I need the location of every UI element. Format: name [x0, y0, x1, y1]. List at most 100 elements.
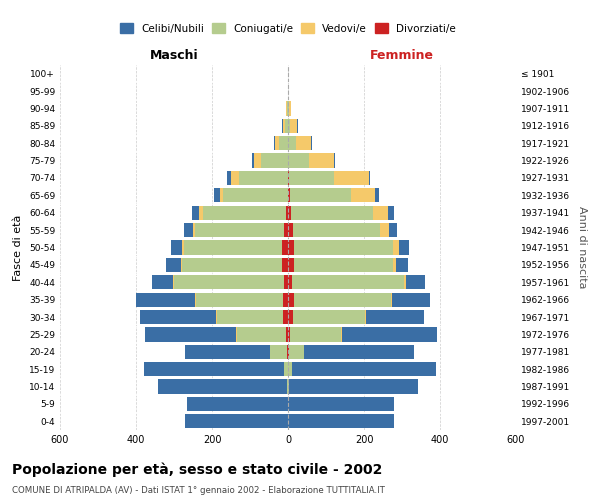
Bar	[286, 206, 288, 220]
Bar	[288, 275, 292, 289]
Bar	[192, 206, 288, 220]
Bar	[184, 223, 288, 237]
Bar	[288, 310, 424, 324]
Bar	[288, 414, 394, 428]
Bar	[288, 275, 425, 289]
Bar	[288, 171, 368, 185]
Bar	[274, 136, 288, 150]
Bar	[288, 362, 436, 376]
Bar	[217, 310, 288, 324]
Bar	[285, 118, 288, 133]
Bar	[203, 206, 288, 220]
Bar	[284, 362, 288, 376]
Bar	[286, 328, 288, 342]
Bar	[227, 171, 288, 185]
Bar	[199, 206, 288, 220]
Bar	[288, 380, 418, 394]
Y-axis label: Fasce di età: Fasce di età	[13, 214, 23, 280]
Bar	[239, 171, 288, 185]
Bar	[288, 206, 394, 220]
Bar	[288, 188, 379, 202]
Text: COMUNE DI ATRIPALDA (AV) - Dati ISTAT 1° gennaio 2002 - Elaborazione TUTTITALIA.: COMUNE DI ATRIPALDA (AV) - Dati ISTAT 1°…	[12, 486, 385, 495]
Text: Maschi: Maschi	[149, 48, 199, 62]
Bar	[288, 206, 291, 220]
Bar	[185, 414, 288, 428]
Bar	[196, 292, 288, 307]
Bar	[140, 310, 288, 324]
Bar	[236, 328, 288, 342]
Bar	[214, 188, 288, 202]
Bar	[288, 328, 437, 342]
Bar	[254, 154, 288, 168]
Bar	[288, 223, 293, 237]
Bar	[284, 223, 288, 237]
Bar	[288, 240, 400, 254]
Bar	[288, 292, 392, 307]
Bar	[288, 171, 289, 185]
Bar	[288, 118, 290, 133]
Bar	[287, 380, 288, 394]
Bar	[283, 240, 288, 254]
Bar	[288, 223, 380, 237]
Bar	[231, 171, 288, 185]
Bar	[286, 102, 288, 116]
Bar	[182, 240, 288, 254]
Bar	[288, 118, 298, 133]
Bar	[185, 344, 288, 359]
Bar	[184, 240, 288, 254]
Bar	[252, 154, 288, 168]
Bar	[288, 206, 388, 220]
Bar	[270, 344, 288, 359]
Bar	[220, 188, 288, 202]
Bar	[284, 275, 288, 289]
Bar	[288, 258, 392, 272]
Bar	[288, 362, 292, 376]
Bar	[287, 344, 288, 359]
Bar	[284, 362, 288, 376]
Bar	[288, 310, 365, 324]
Bar	[171, 240, 288, 254]
Bar	[288, 188, 350, 202]
Bar	[283, 258, 288, 272]
Bar	[288, 344, 289, 359]
Bar	[288, 275, 406, 289]
Bar	[288, 362, 292, 376]
Bar	[152, 275, 288, 289]
Bar	[283, 310, 288, 324]
Bar	[288, 136, 296, 150]
Bar	[278, 136, 288, 150]
Bar	[288, 258, 397, 272]
Bar	[288, 240, 392, 254]
Bar	[287, 102, 288, 116]
Bar	[288, 223, 389, 237]
Bar	[288, 154, 309, 168]
Bar	[288, 154, 335, 168]
Bar	[288, 240, 409, 254]
Bar	[187, 397, 288, 411]
Bar	[158, 380, 288, 394]
Bar	[283, 118, 288, 133]
Bar	[288, 171, 334, 185]
Bar	[288, 328, 342, 342]
Bar	[174, 275, 288, 289]
Bar	[288, 292, 391, 307]
Bar	[262, 154, 288, 168]
Bar	[173, 275, 288, 289]
Bar	[286, 102, 288, 116]
Bar	[216, 310, 288, 324]
Bar	[181, 258, 288, 272]
Bar	[288, 223, 397, 237]
Bar	[136, 292, 288, 307]
Y-axis label: Anni di nascita: Anni di nascita	[577, 206, 587, 289]
Bar	[288, 344, 414, 359]
Text: Popolazione per età, sesso e stato civile - 2002: Popolazione per età, sesso e stato civil…	[12, 462, 382, 477]
Bar	[288, 171, 370, 185]
Bar	[288, 188, 290, 202]
Bar	[145, 328, 288, 342]
Bar	[166, 258, 288, 272]
Bar	[288, 397, 394, 411]
Bar	[288, 102, 289, 116]
Bar	[288, 380, 289, 394]
Bar	[288, 154, 334, 168]
Bar	[195, 223, 288, 237]
